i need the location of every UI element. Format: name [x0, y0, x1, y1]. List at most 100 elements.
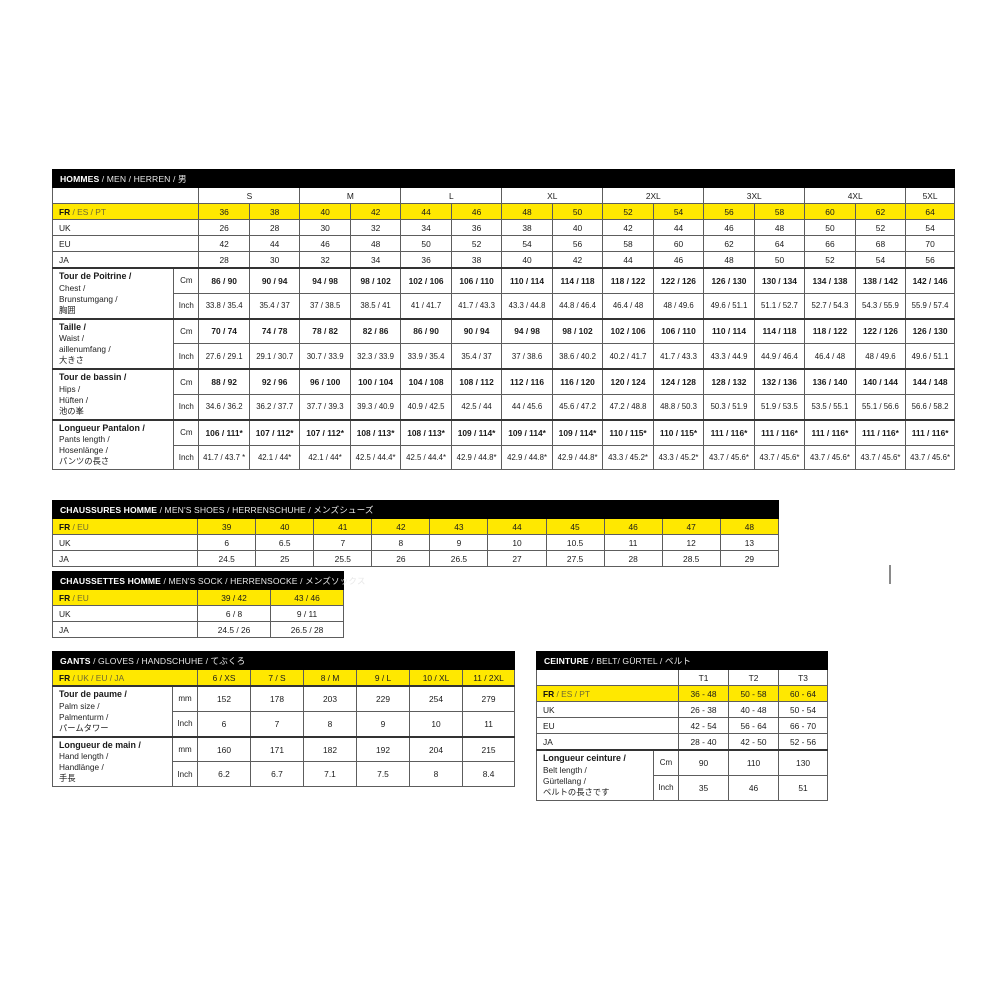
men-fr-value-8: 52 [602, 203, 654, 220]
gloves-fr-value-1: 7 / S [250, 669, 304, 687]
men-measure-unit-cm-0: Cm [173, 266, 200, 294]
men-measure-inch-2-9: 48.8 / 50.3 [652, 393, 705, 421]
gloves-measure-mm-0-2: 203 [303, 684, 357, 712]
men-ja-value-8: 44 [602, 251, 654, 269]
shoes-header-bar: CHAUSSURES HOMME / MEN'S SHOES / HERRENS… [52, 500, 779, 519]
men-measure-inch-2-2: 37.7 / 39.3 [299, 393, 351, 421]
men-measure-name-line-2-2: 池の峯 [59, 405, 84, 416]
belt-ja-value-1: 42 - 50 [728, 733, 779, 751]
men-measure-inch-0-5: 41.7 / 43.3 [450, 292, 503, 320]
men-measure-cm-3-8: 110 / 115* [602, 418, 654, 446]
men-ja-value-5: 38 [450, 251, 503, 269]
men-size-group-spacer [51, 187, 200, 204]
belt-region-label-ja: JA [536, 733, 679, 751]
men-measure-inch-1-7: 38.6 / 40.2 [551, 343, 604, 370]
gloves-fr-value-2: 8 / M [303, 669, 357, 687]
men-eu-value-9: 60 [652, 235, 705, 252]
belt-region-row-ja: JA 28 - 40 42 - 50 52 - 56 [536, 733, 829, 751]
men-eu-value-0: 42 [198, 235, 250, 252]
men-ja-value-13: 54 [854, 251, 907, 269]
men-measure-name-line-0-0: Chest / [59, 282, 86, 293]
men-measure-cm-0-8: 118 / 122 [602, 266, 654, 294]
men-measure-cm-0-4: 102 / 106 [400, 266, 452, 294]
shoes-ja-value-8: 28.5 [661, 550, 721, 567]
gloves-measure-inch-1-2: 7.1 [303, 761, 357, 788]
men-fr-value-2: 40 [299, 203, 351, 220]
men-measure-inch-3-6: 42.9 / 44.8* [501, 444, 553, 471]
belt-measure-row-cm: Longueur ceinture / Belt length / Gürtella… [536, 748, 829, 801]
men-measure-cm-0-10: 126 / 130 [703, 266, 755, 294]
men-measure-cm-2-14: 144 / 148 [905, 368, 955, 395]
belt-region-row-uk: UK 26 - 38 40 - 48 50 - 54 [536, 701, 829, 718]
belt-measure-unit-inch: Inch [653, 774, 679, 801]
men-region-label-ja: JA [51, 251, 200, 269]
men-ja-value-10: 48 [703, 251, 755, 269]
men-region-row-eu: EU 42 44 46 48 50 52 54 56 58 60 62 64 66 68 70 [51, 235, 955, 252]
belt-fr-label-primary: FR [543, 688, 555, 699]
men-measure-cm-1-5: 90 / 94 [450, 317, 503, 345]
men-measure-cm-0-13: 138 / 142 [854, 266, 907, 294]
men-size-group-row: S M L XL 2XL 3XL 4XL 5XL [51, 187, 955, 204]
shoes-region-label-ja: JA [51, 550, 199, 567]
men-measure-name-fr-0: Tour de Poitrine / [59, 271, 132, 281]
gloves-measure-mm-0-0: 152 [197, 684, 251, 712]
shoes-uk-value-8: 12 [661, 534, 721, 551]
men-measure-cm-2-12: 136 / 140 [804, 368, 856, 395]
men-measure-cm-0-0: 86 / 90 [198, 266, 250, 294]
belt-fr-value-2: 60 - 64 [777, 685, 829, 702]
men-eu-value-8: 58 [602, 235, 654, 252]
men-ja-value-11: 50 [753, 251, 806, 269]
gloves-measure-inch-0-3: 9 [356, 710, 410, 738]
belt-size-group-T1: T1 [678, 669, 729, 686]
men-measure-cm-1-4: 86 / 90 [400, 317, 452, 345]
men-measure-cm-2-13: 140 / 144 [854, 368, 907, 395]
men-measure-inch-1-10: 43.3 / 44.9 [703, 343, 755, 370]
men-measure-inch-3-1: 42.1 / 44* [248, 444, 301, 471]
gloves-measure-name-1: Longueur de main / Hand length / Handlänge… [52, 735, 173, 788]
socks-fr-label-primary: FR [59, 592, 71, 603]
shoes-fr-label-primary: FR [59, 521, 71, 532]
men-measure-inch-3-11: 43.7 / 45.6* [753, 444, 806, 471]
shoes-uk-value-1: 6.5 [255, 534, 315, 551]
gloves-measure-inch-0-5: 11 [461, 710, 516, 738]
men-measure-cm-2-11: 132 / 136 [753, 368, 806, 395]
men-measure-inch-2-14: 56.6 / 58.2 [905, 393, 955, 421]
men-measure-cm-0-1: 90 / 94 [248, 266, 301, 294]
gloves-fr-label-primary: FR [59, 672, 71, 683]
shoes-uk-value-2: 7 [313, 534, 373, 551]
belt-measure-name-fr: Longueur ceinture / [543, 753, 626, 763]
men-measure-inch-1-1: 29.1 / 30.7 [248, 343, 301, 370]
gloves-measure-inch-0-1: 7 [250, 710, 304, 738]
men-ja-value-4: 36 [400, 251, 452, 269]
men-ja-value-14: 56 [905, 251, 955, 269]
men-measure-inch-1-13: 48 / 49.6 [854, 343, 907, 370]
men-size-table: HOMMES / MEN / HERREN / 男 S M L XL 2XL 3XL 4XL 5… [51, 169, 955, 471]
men-measure-inch-2-5: 42.5 / 44 [450, 393, 503, 421]
socks-header-row: CHAUSSETTES HOMME / MEN'S SOCK / HERRENS… [52, 571, 365, 590]
men-measure-cm-3-9: 110 / 115* [652, 418, 705, 446]
men-eu-value-5: 52 [450, 235, 503, 252]
belt-measure-cm-0: 90 [678, 748, 729, 776]
gloves-measure-name-fr-0: Tour de paume / [59, 689, 127, 699]
gloves-measure-inch-0-2: 8 [303, 710, 357, 738]
men-measure-inch-1-14: 49.6 / 51.1 [905, 343, 955, 370]
men-uk-value-1: 28 [248, 219, 301, 236]
gloves-measure-inch-1-1: 6.7 [250, 761, 304, 788]
men-measure-inch-0-12: 52.7 / 54.3 [804, 292, 856, 320]
gloves-fr-label-secondary: / UK / EU / JA [70, 672, 125, 683]
men-uk-value-4: 34 [400, 219, 452, 236]
men-measure-inch-3-2: 42.1 / 44* [299, 444, 351, 471]
men-measure-inch-1-12: 46.4 / 48 [804, 343, 856, 370]
men-measure-inch-1-4: 33.9 / 35.4 [400, 343, 452, 370]
men-measure-cm-2-3: 100 / 104 [349, 368, 402, 395]
gloves-measure-name-fr-1: Longueur de main / [59, 739, 141, 750]
belt-ja-value-2: 52 - 56 [777, 733, 829, 751]
men-measure-cm-2-2: 96 / 100 [299, 368, 351, 395]
men-measure-inch-0-9: 48 / 49.6 [652, 292, 705, 320]
shoes-fr-value-5: 44 [487, 518, 547, 535]
gloves-measure-mm-1-0: 160 [197, 735, 251, 763]
shoes-ja-value-2: 25.5 [313, 550, 373, 567]
belt-uk-value-2: 50 - 54 [777, 701, 829, 718]
belt-size-group-T2: T2 [728, 669, 779, 686]
men-measure-inch-1-5: 35.4 / 37 [450, 343, 503, 370]
